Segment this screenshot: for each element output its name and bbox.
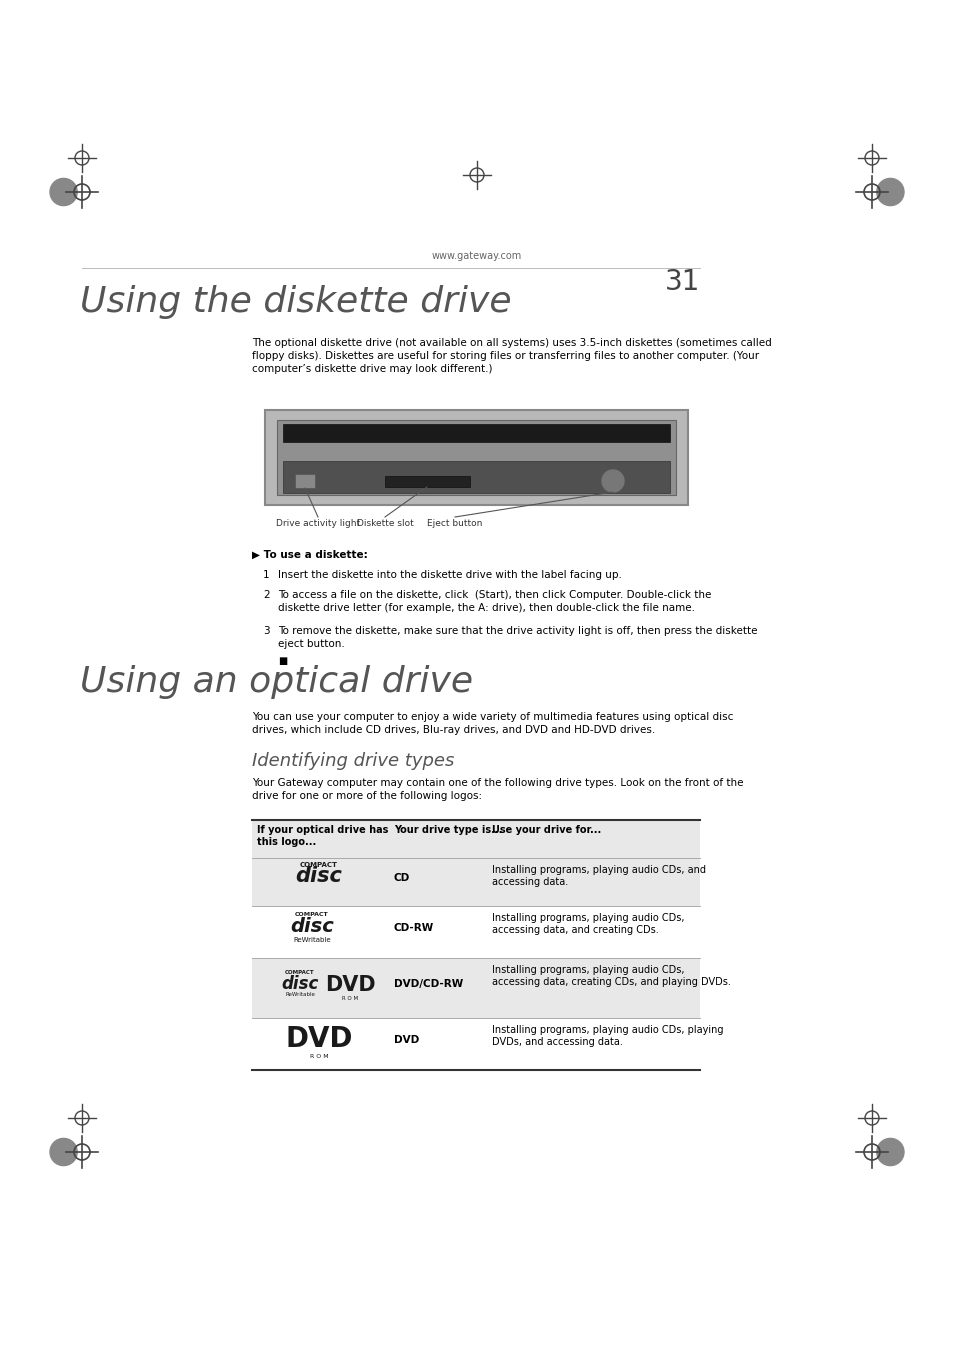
Circle shape bbox=[876, 178, 903, 205]
Text: Insert the diskette into the diskette drive with the label facing up.: Insert the diskette into the diskette dr… bbox=[277, 570, 621, 580]
Circle shape bbox=[50, 178, 77, 205]
Text: To remove the diskette, make sure that the drive activity light is off, then pre: To remove the diskette, make sure that t… bbox=[277, 626, 757, 649]
Bar bbox=[385, 477, 470, 487]
Text: Use your drive for...: Use your drive for... bbox=[492, 825, 600, 836]
Text: DVD: DVD bbox=[285, 1025, 353, 1053]
Bar bbox=[252, 819, 700, 859]
Text: CD: CD bbox=[394, 873, 410, 883]
Text: disc: disc bbox=[295, 865, 342, 886]
Bar bbox=[252, 1018, 700, 1071]
Text: Your drive type is...: Your drive type is... bbox=[394, 825, 502, 836]
Text: COMPACT: COMPACT bbox=[285, 971, 314, 976]
Circle shape bbox=[601, 470, 623, 491]
Bar bbox=[252, 859, 700, 906]
Text: Eject button: Eject button bbox=[427, 518, 482, 528]
Text: DVD/CD-RW: DVD/CD-RW bbox=[394, 979, 463, 990]
Text: COMPACT: COMPACT bbox=[294, 913, 329, 918]
Text: Using an optical drive: Using an optical drive bbox=[80, 666, 473, 699]
Bar bbox=[294, 474, 314, 487]
Text: Your Gateway computer may contain one of the following drive types. Look on the : Your Gateway computer may contain one of… bbox=[252, 778, 742, 801]
Text: Installing programs, playing audio CDs,
accessing data, creating CDs, and playin: Installing programs, playing audio CDs, … bbox=[492, 965, 730, 987]
Text: To access a file on the diskette, click  (Start), then click Computer. Double-cl: To access a file on the diskette, click … bbox=[277, 590, 711, 613]
Bar bbox=[252, 906, 700, 958]
Text: 3: 3 bbox=[263, 626, 270, 636]
Bar bbox=[265, 410, 687, 505]
Text: Installing programs, playing audio CDs, and
accessing data.: Installing programs, playing audio CDs, … bbox=[492, 865, 705, 887]
Text: R O M: R O M bbox=[310, 1053, 328, 1058]
Text: You can use your computer to enjoy a wide variety of multimedia features using o: You can use your computer to enjoy a wid… bbox=[252, 711, 733, 736]
Text: ▶ To use a diskette:: ▶ To use a diskette: bbox=[252, 549, 367, 560]
Text: CD-RW: CD-RW bbox=[394, 923, 434, 933]
Text: Identifying drive types: Identifying drive types bbox=[252, 752, 454, 769]
Bar bbox=[276, 420, 676, 495]
Bar bbox=[283, 460, 669, 493]
Text: The optional diskette drive (not available on all systems) uses 3.5-inch diskett: The optional diskette drive (not availab… bbox=[252, 338, 771, 374]
Text: 31: 31 bbox=[664, 269, 700, 296]
Text: Installing programs, playing audio CDs, playing
DVDs, and accessing data.: Installing programs, playing audio CDs, … bbox=[492, 1025, 722, 1048]
Text: Using the diskette drive: Using the diskette drive bbox=[80, 285, 511, 319]
Text: If your optical drive has
this logo...: If your optical drive has this logo... bbox=[256, 825, 388, 848]
Text: 1: 1 bbox=[263, 570, 270, 580]
Text: Diskette slot: Diskette slot bbox=[356, 518, 413, 528]
Text: ■: ■ bbox=[277, 656, 287, 666]
Bar bbox=[283, 424, 669, 441]
Text: disc: disc bbox=[290, 917, 334, 936]
Text: COMPACT: COMPACT bbox=[299, 863, 337, 868]
Text: disc: disc bbox=[281, 975, 318, 994]
Text: 2: 2 bbox=[263, 590, 270, 599]
Text: Drive activity light: Drive activity light bbox=[275, 518, 359, 528]
Text: www.gateway.com: www.gateway.com bbox=[432, 251, 521, 261]
Text: ReWritable: ReWritable bbox=[285, 992, 314, 998]
Text: R O M: R O M bbox=[341, 995, 357, 1000]
Circle shape bbox=[876, 1138, 903, 1165]
Text: DVD: DVD bbox=[394, 1035, 418, 1045]
Bar bbox=[252, 958, 700, 1018]
Text: DVD: DVD bbox=[324, 975, 375, 995]
Circle shape bbox=[50, 1138, 77, 1165]
Text: ReWritable: ReWritable bbox=[293, 937, 331, 944]
Text: Installing programs, playing audio CDs,
accessing data, and creating CDs.: Installing programs, playing audio CDs, … bbox=[492, 913, 684, 936]
